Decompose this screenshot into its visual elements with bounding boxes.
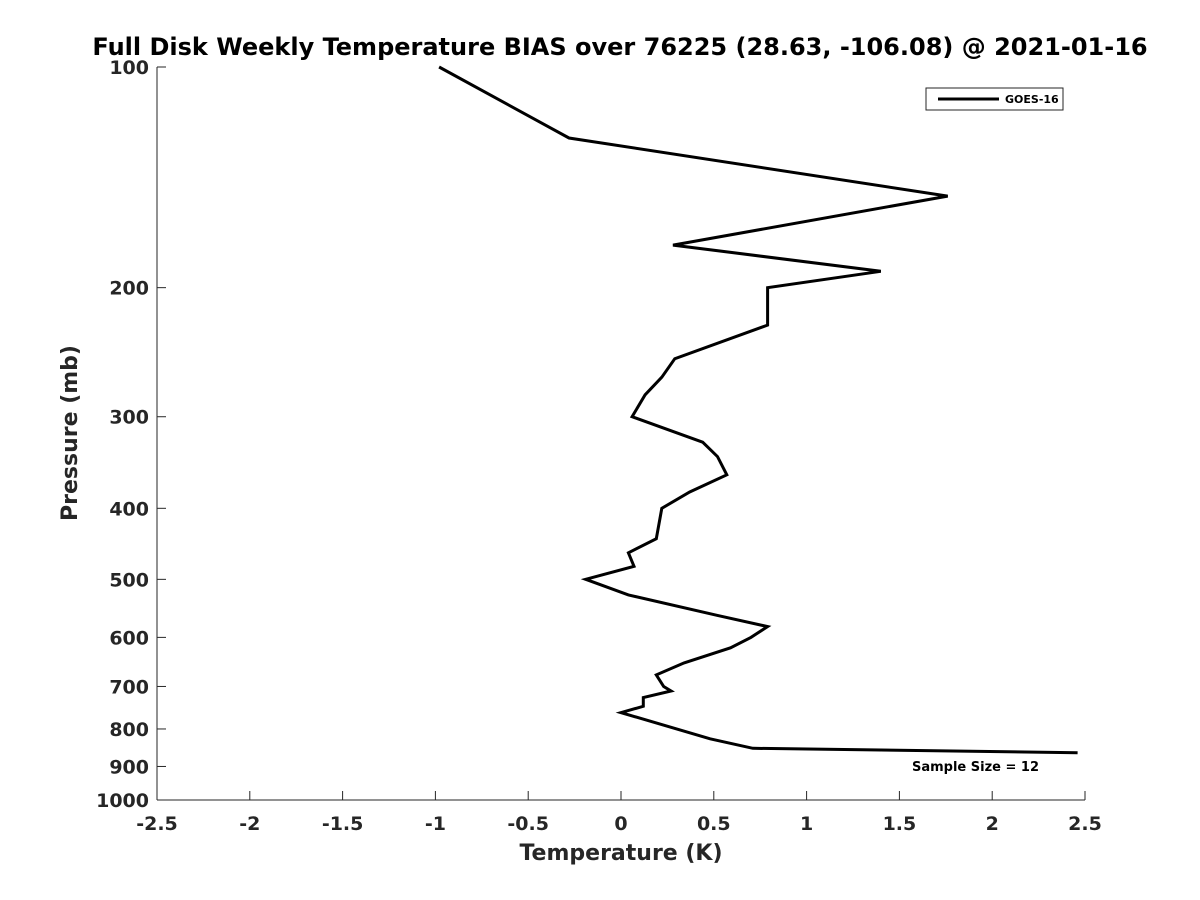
x-tick-label: 0 [614,813,627,835]
y-tick-label: 800 [109,719,149,741]
x-tick-label: -2 [239,813,260,835]
y-tick-label: 500 [109,569,149,591]
x-tick-label: 2 [986,813,999,835]
sample-size-annotation: Sample Size = 12 [912,760,1039,775]
x-tick-label: 0.5 [697,813,731,835]
legend-label-goes-16: GOES-16 [1005,93,1059,106]
x-tick-label: -2.5 [136,813,178,835]
x-tick-label: 2.5 [1068,813,1102,835]
x-tick-label: -1.5 [322,813,364,835]
y-tick-label: 600 [109,627,149,649]
x-axis-ticks: -2.5 -2 -1.5 -1 -0.5 0 0.5 1 1.5 2 2.5 [136,791,1102,835]
x-tick-label: 1 [800,813,813,835]
x-axis-label: Temperature (K) [519,841,722,866]
x-tick-label: -0.5 [507,813,549,835]
y-tick-label: 900 [109,756,149,778]
x-tick-label: 1.5 [883,813,917,835]
chart-title: Full Disk Weekly Temperature BIAS over 7… [92,33,1147,61]
y-axis-label: Pressure (mb) [58,345,83,521]
y-tick-label: 100 [109,57,149,79]
y-tick-label: 300 [109,407,149,429]
y-tick-label: 200 [109,278,149,300]
series-line-goes-16 [438,65,1078,755]
series-layer [438,65,1078,755]
y-tick-label: 1000 [96,790,149,812]
y-tick-label: 700 [109,676,149,698]
x-tick-label: -1 [425,813,446,835]
y-tick-label: 400 [109,498,149,520]
legend: GOES-16 [925,87,1064,111]
y-axis-ticks: 100 200 300 400 500 600 700 800 900 1000 [96,57,166,812]
plot-area [157,67,1085,800]
